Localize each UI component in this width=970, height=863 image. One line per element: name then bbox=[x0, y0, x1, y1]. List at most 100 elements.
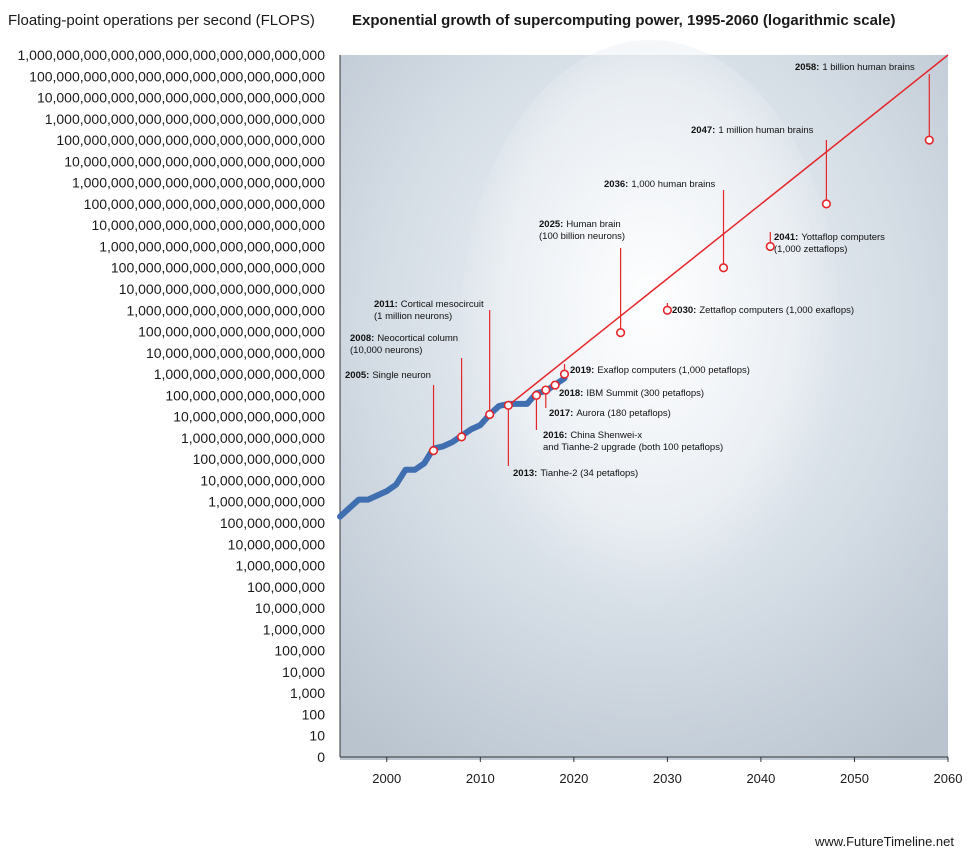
y-tick-label: 0 bbox=[317, 749, 325, 765]
milestone-marker bbox=[765, 241, 775, 252]
milestone-2019: 2019: Exaflop computers (1,000 petaflops) bbox=[559, 364, 750, 379]
milestone-label: 2005: Single neuron bbox=[345, 370, 431, 381]
milestone-marker bbox=[821, 199, 832, 209]
milestone-2008: 2008: Neocortical column (10,000 neurons) bbox=[350, 333, 467, 442]
y-tick-label: 10 bbox=[309, 728, 325, 744]
milestone-text: (1,000 zettaflops) bbox=[774, 244, 847, 255]
y-tick-label: 1,000,000,000,000,000,000,000,000,000,00… bbox=[17, 47, 325, 63]
y-tick-label: 1,000,000,000,000,000 bbox=[181, 430, 325, 446]
milestone-label: 2030: Zettaflop computers (1,000 exaflops… bbox=[672, 305, 854, 316]
milestone-text: Cortical mesocircuit bbox=[401, 299, 484, 310]
milestone-year: 2005: bbox=[345, 370, 369, 381]
x-tick-label: 2040 bbox=[746, 771, 775, 786]
milestone-text: Tianhe-2 (34 petaflops) bbox=[540, 468, 638, 479]
y-tick-label: 1,000,000,000,000,000,000,000,000,000,00… bbox=[45, 111, 325, 127]
milestone-text: China Shenwei-x bbox=[570, 430, 642, 441]
milestone-year: 2058: bbox=[795, 62, 819, 73]
y-tick-label: 10,000,000,000,000,000,000,000,000,000,0… bbox=[37, 90, 325, 106]
milestone-2018: 2018: IBM Summit (300 petaflops) bbox=[550, 380, 704, 399]
milestone-text: Zettaflop computers (1,000 exaflops) bbox=[699, 305, 854, 316]
milestone-year: 2011: bbox=[374, 299, 398, 310]
milestone-label: 2058: 1 billion human brains bbox=[795, 62, 915, 73]
milestone-year: 2036: bbox=[604, 179, 628, 190]
milestone-2025: 2025: Human brain (100 billion neurons) bbox=[539, 219, 626, 338]
milestone-text: 1,000 human brains bbox=[631, 179, 715, 190]
y-tick-label: 1,000,000,000 bbox=[235, 558, 325, 574]
milestone-marker bbox=[718, 263, 729, 273]
milestone-year: 2013: bbox=[513, 468, 537, 479]
milestone-text: (1 million neurons) bbox=[374, 311, 452, 322]
milestone-year: 2025: bbox=[539, 219, 563, 230]
y-tick-label: 100,000,000,000,000,000 bbox=[165, 387, 325, 403]
milestone-label: 2025: Human brain (100 billion neurons) bbox=[539, 219, 625, 242]
milestone-label: 2017: Aurora (180 petaflops) bbox=[549, 408, 671, 419]
y-tick-label: 1,000,000,000,000,000,000,000,000,000 bbox=[72, 175, 325, 191]
milestone-text: Neocortical column bbox=[377, 333, 458, 344]
milestone-2030: 2030: Zettaflop computers (1,000 exaflops… bbox=[662, 303, 854, 316]
axes bbox=[339, 55, 948, 758]
x-tick-labels: 2000 2010 2020 2030 2040 2050 2060 bbox=[372, 757, 962, 786]
milestone-label: 2018: IBM Summit (300 petaflops) bbox=[559, 388, 704, 399]
y-tick-label: 10,000,000,000 bbox=[228, 536, 326, 552]
y-tick-label: 1,000 bbox=[290, 685, 325, 701]
milestone-label: 2036: 1,000 human brains bbox=[604, 179, 716, 190]
milestone-label: 2016: China Shenwei-x and Tianhe-2 upgrade… bbox=[543, 430, 723, 453]
milestone-marker bbox=[541, 385, 551, 395]
x-tick-label: 2030 bbox=[653, 771, 682, 786]
milestone-year: 2017: bbox=[549, 408, 573, 419]
milestone-2041: 2041: Yottaflop computers (1,000 zettaflop… bbox=[765, 232, 885, 255]
milestone-text: Aurora (180 petaflops) bbox=[576, 408, 671, 419]
y-tick-label: 100,000,000,000,000 bbox=[193, 451, 326, 467]
milestone-label: 2013: Tianhe-2 (34 petaflops) bbox=[513, 468, 638, 479]
milestone-marker bbox=[662, 305, 672, 315]
milestone-marker bbox=[457, 432, 467, 442]
milestone-year: 2016: bbox=[543, 430, 567, 441]
y-tick-label: 100 bbox=[302, 706, 326, 722]
milestone-marker bbox=[485, 409, 495, 420]
milestone-text: IBM Summit (300 petaflops) bbox=[586, 388, 704, 399]
x-tick-label: 2050 bbox=[840, 771, 869, 786]
y-tick-label: 10,000 bbox=[282, 664, 325, 680]
milestone-year: 2047: bbox=[691, 125, 715, 136]
y-tick-label: 100,000,000,000 bbox=[220, 515, 325, 531]
y-tick-label: 10,000,000,000,000 bbox=[200, 472, 325, 488]
milestone-text: (10,000 neurons) bbox=[350, 345, 422, 356]
y-tick-label: 10,000,000 bbox=[255, 600, 325, 616]
milestone-year: 2030: bbox=[672, 305, 696, 316]
y-tick-label: 1,000,000,000,000 bbox=[208, 494, 325, 510]
milestone-2036: 2036: 1,000 human brains bbox=[604, 179, 729, 273]
milestone-marker bbox=[428, 446, 439, 456]
y-tick-label: 100,000 bbox=[274, 643, 325, 659]
y-tick-label: 1,000,000,000,000,000,000,000 bbox=[126, 302, 325, 318]
milestone-2017: 2017: Aurora (180 petaflops) bbox=[541, 385, 671, 419]
y-tick-label: 1,000,000,000,000,000,000 bbox=[154, 366, 325, 382]
source-watermark: www.FutureTimeline.net bbox=[815, 834, 954, 849]
y-tick-label: 100,000,000,000,000,000,000,000,000,000,… bbox=[29, 68, 325, 84]
milestone-2005: 2005: Single neuron bbox=[345, 370, 439, 456]
y-tick-label: 10,000,000,000,000,000,000,000,000,000 bbox=[64, 153, 325, 169]
milestone-year: 2008: bbox=[350, 333, 374, 344]
milestone-text: Exaflop computers (1,000 petaflops) bbox=[597, 365, 750, 376]
milestone-year: 2041: bbox=[774, 232, 798, 243]
milestone-label: 2047: 1 million human brains bbox=[691, 125, 814, 136]
milestone-text: 1 million human brains bbox=[718, 125, 813, 136]
series-line-projection bbox=[507, 54, 949, 406]
y-tick-label: 100,000,000,000,000,000,000,000 bbox=[111, 260, 325, 276]
milestone-year: 2018: bbox=[559, 388, 583, 399]
y-tick-label: 100,000,000,000,000,000,000,000,000,000 bbox=[56, 132, 325, 148]
milestone-marker bbox=[503, 400, 513, 410]
y-tick-labels: 0 10 100 1,000 10,000 100,000 1,000,000 10,000,… bbox=[17, 47, 325, 765]
milestone-2011: 2011: Cortical mesocircuit (1 million neur… bbox=[374, 299, 495, 420]
milestone-text: (100 billion neurons) bbox=[539, 231, 625, 242]
x-tick-label: 2020 bbox=[559, 771, 588, 786]
milestone-annotations: 2005: Single neuron 2008: Neocortical colum… bbox=[345, 62, 934, 479]
milestone-label: 2019: Exaflop computers (1,000 petaflops) bbox=[570, 365, 750, 376]
milestone-2058: 2058: 1 billion human brains bbox=[795, 62, 934, 145]
y-tick-label: 1,000,000,000,000,000,000,000,000 bbox=[99, 238, 325, 254]
milestone-label: 2041: Yottaflop computers (1,000 zettaflop… bbox=[774, 232, 885, 255]
x-tick-label: 2000 bbox=[372, 771, 401, 786]
milestone-marker bbox=[924, 135, 934, 145]
plot-background bbox=[340, 40, 948, 760]
y-tick-label: 1,000,000 bbox=[263, 621, 325, 637]
